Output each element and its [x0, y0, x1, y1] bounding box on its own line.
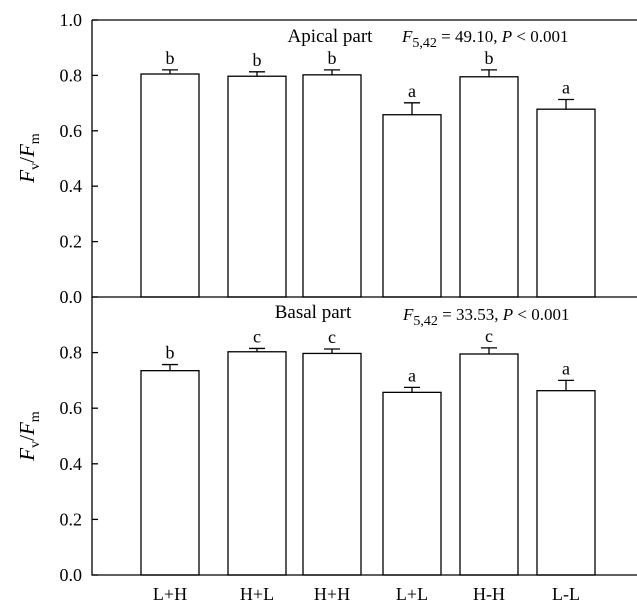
bar-h-h — [302, 352, 362, 576]
y-tick-label: 0.6 — [60, 121, 83, 141]
significance-letter: c — [485, 326, 493, 346]
x-tick-label: H-H — [473, 584, 505, 604]
x-tick-label: H+L — [240, 584, 274, 604]
error-bar — [162, 69, 178, 75]
axis-frame-basal — [91, 297, 637, 576]
bar-l-h — [140, 370, 200, 576]
x-tick-label: H+H — [314, 584, 350, 604]
y-axis-label-apical: Fv/Fm — [15, 133, 43, 184]
error-bar — [249, 71, 265, 77]
y-tick-label: 0.4 — [60, 454, 83, 474]
error-bar — [324, 348, 340, 354]
panel-title-apical: Apical part — [288, 26, 374, 47]
bar-h-l — [227, 75, 287, 298]
significance-letter: b — [166, 48, 175, 68]
y-tick-label: 1.0 — [60, 10, 83, 30]
y-tick-label: 0.0 — [60, 287, 83, 307]
y-tick-label: 0.8 — [60, 343, 83, 363]
bar-h-h — [459, 76, 519, 298]
bar-l-l — [382, 391, 442, 576]
y-tick-label: 0.4 — [60, 176, 83, 196]
bar-h-h — [459, 353, 519, 576]
significance-letter: b — [253, 50, 262, 70]
x-tick-label: L+L — [396, 584, 428, 604]
bar-h-h — [302, 74, 362, 298]
y-tick-label: 0.8 — [60, 65, 83, 85]
y-ticks-basal: 0.0 0.2 0.4 0.6 0.8 — [60, 343, 98, 585]
y-tick-label: 0.6 — [60, 398, 83, 418]
bar-h-l — [227, 351, 287, 576]
bar-l-l — [382, 114, 442, 298]
significance-letter: b — [166, 343, 175, 363]
error-bar — [404, 102, 420, 115]
panel-title-basal: Basal part — [275, 302, 352, 323]
stat-annotation-apical: F5,42 = 49.10, P < 0.001 — [401, 27, 568, 51]
error-bar — [481, 69, 497, 77]
stat-annotation-basal: F5,42 = 33.53, P < 0.001 — [402, 305, 569, 329]
panel-apical: b b b a b a 0.0 0.2 0.4 0.6 0.8 1.0 Apical part F5… — [15, 10, 637, 307]
error-bar — [481, 347, 497, 354]
error-bar — [249, 347, 265, 352]
significance-letter: a — [408, 81, 416, 101]
y-ticks-apical: 0.0 0.2 0.4 0.6 0.8 1.0 — [60, 10, 98, 307]
y-tick-label: 0.2 — [60, 232, 83, 252]
bar-l-l — [536, 108, 596, 298]
bars-basal — [140, 351, 596, 576]
significance-letter: c — [253, 326, 261, 346]
significance-letter: a — [562, 77, 570, 97]
error-bar — [324, 69, 340, 75]
error-bar — [558, 379, 574, 391]
bar-l-l — [536, 390, 596, 576]
error-bars-basal — [162, 347, 574, 393]
significance-letters-basal: b c c a c a — [166, 326, 571, 385]
significance-letters-apical: b b b a b a — [166, 48, 571, 101]
bars-apical — [140, 73, 596, 298]
x-tick-label: L-L — [552, 584, 580, 604]
error-bar — [558, 98, 574, 110]
x-tick-labels: L+H H+L H+H L+L H-H L-L — [153, 584, 580, 604]
significance-letter: a — [562, 358, 570, 378]
significance-letter: c — [328, 327, 336, 347]
panel-basal: b c c a c a 0.0 0.2 0.4 0.6 0.8 Basal part F5,42 … — [15, 297, 637, 585]
error-bar — [162, 363, 178, 371]
significance-letter: b — [328, 48, 337, 68]
error-bar — [404, 386, 420, 393]
significance-letter: b — [485, 48, 494, 68]
error-bars-apical — [162, 69, 574, 115]
y-axis-label-basal: Fv/Fm — [15, 411, 43, 462]
x-tick-label: L+H — [153, 584, 187, 604]
significance-letter: a — [408, 365, 416, 385]
y-tick-label: 0.2 — [60, 509, 83, 529]
y-tick-label: 0.0 — [60, 565, 83, 585]
bar-l-h — [140, 73, 200, 298]
